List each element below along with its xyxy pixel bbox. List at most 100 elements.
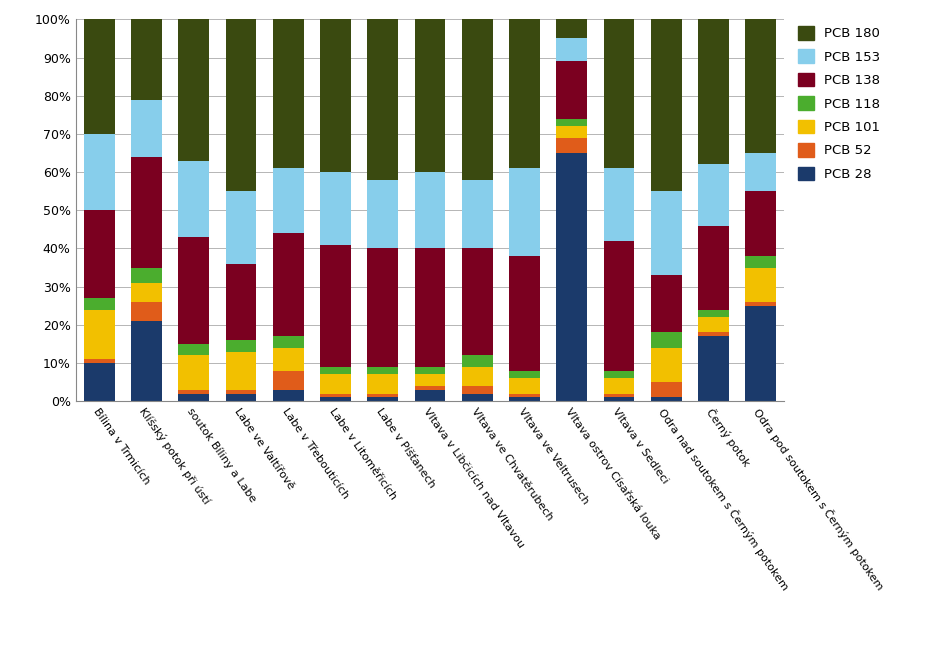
Bar: [367, 248, 397, 367]
Bar: [745, 256, 775, 268]
Bar: [273, 19, 303, 168]
Bar: [226, 264, 256, 340]
Bar: [603, 168, 633, 241]
Bar: [84, 134, 114, 210]
Bar: [131, 19, 161, 100]
Bar: [226, 351, 256, 389]
Bar: [556, 126, 586, 138]
Bar: [650, 19, 681, 192]
Bar: [650, 382, 681, 397]
Bar: [84, 19, 114, 134]
Bar: [603, 19, 633, 168]
Bar: [603, 241, 633, 371]
Bar: [462, 19, 492, 180]
Bar: [367, 19, 397, 180]
Bar: [131, 283, 161, 302]
Bar: [509, 19, 539, 168]
Bar: [320, 19, 350, 172]
Bar: [650, 397, 681, 401]
Bar: [84, 359, 114, 363]
Bar: [178, 160, 209, 237]
Bar: [320, 172, 350, 245]
Bar: [603, 371, 633, 378]
Bar: [131, 321, 161, 401]
Bar: [698, 164, 728, 226]
Bar: [556, 19, 586, 39]
Bar: [414, 172, 445, 248]
Bar: [650, 333, 681, 347]
Bar: [462, 386, 492, 393]
Bar: [178, 393, 209, 401]
Bar: [84, 298, 114, 309]
Bar: [698, 309, 728, 317]
Bar: [131, 100, 161, 157]
Bar: [509, 397, 539, 401]
Bar: [84, 309, 114, 359]
Bar: [698, 19, 728, 164]
Bar: [556, 38, 586, 61]
Bar: [226, 340, 256, 351]
Bar: [273, 347, 303, 371]
Bar: [84, 210, 114, 298]
Bar: [367, 180, 397, 248]
Bar: [367, 375, 397, 393]
Legend: PCB 180, PCB 153, PCB 138, PCB 118, PCB 101, PCB 52, PCB 28: PCB 180, PCB 153, PCB 138, PCB 118, PCB …: [797, 26, 880, 181]
Bar: [556, 118, 586, 126]
Bar: [320, 245, 350, 367]
Bar: [178, 355, 209, 389]
Bar: [462, 393, 492, 401]
Bar: [603, 378, 633, 393]
Bar: [367, 393, 397, 397]
Bar: [556, 153, 586, 401]
Bar: [414, 389, 445, 401]
Bar: [462, 180, 492, 248]
Bar: [650, 275, 681, 333]
Bar: [509, 256, 539, 371]
Bar: [273, 389, 303, 401]
Bar: [745, 306, 775, 401]
Bar: [556, 138, 586, 153]
Bar: [414, 248, 445, 367]
Bar: [367, 397, 397, 401]
Bar: [603, 393, 633, 397]
Bar: [698, 336, 728, 401]
Bar: [367, 367, 397, 375]
Bar: [414, 19, 445, 172]
Bar: [745, 268, 775, 302]
Bar: [462, 367, 492, 386]
Bar: [698, 333, 728, 336]
Bar: [273, 371, 303, 389]
Bar: [320, 393, 350, 397]
Bar: [462, 248, 492, 355]
Bar: [414, 375, 445, 386]
Bar: [650, 192, 681, 275]
Bar: [320, 367, 350, 375]
Bar: [320, 397, 350, 401]
Bar: [698, 226, 728, 309]
Bar: [178, 237, 209, 344]
Bar: [650, 347, 681, 382]
Bar: [178, 389, 209, 393]
Bar: [131, 268, 161, 283]
Bar: [178, 19, 209, 160]
Bar: [603, 397, 633, 401]
Bar: [509, 393, 539, 397]
Bar: [178, 344, 209, 355]
Bar: [462, 355, 492, 367]
Bar: [509, 371, 539, 378]
Bar: [509, 378, 539, 393]
Bar: [745, 191, 775, 256]
Bar: [131, 157, 161, 268]
Bar: [745, 19, 775, 153]
Bar: [509, 168, 539, 256]
Bar: [84, 363, 114, 401]
Bar: [320, 375, 350, 393]
Bar: [273, 336, 303, 347]
Bar: [226, 192, 256, 264]
Bar: [698, 317, 728, 333]
Bar: [745, 153, 775, 192]
Bar: [226, 393, 256, 401]
Bar: [414, 386, 445, 389]
Bar: [131, 302, 161, 321]
Bar: [414, 367, 445, 375]
